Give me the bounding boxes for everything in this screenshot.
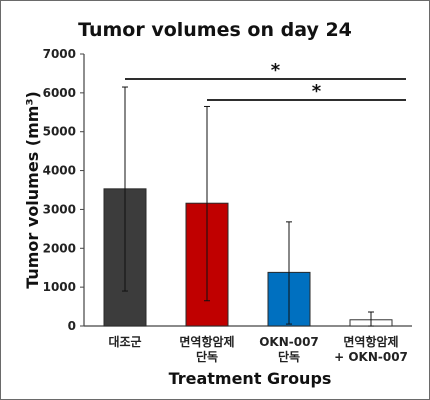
x-tick-labels: 대조군 면역항암제 단독 OKN-007 단독 면역항암제 + OKN-007 xyxy=(108,334,407,364)
x-tick-label: 대조군 xyxy=(108,335,141,349)
y-tick-label: 6000 xyxy=(43,86,76,100)
significance-markers: ** xyxy=(125,60,406,102)
error-bars xyxy=(122,86,374,327)
y-axis: 0 1000 2000 3000 4000 5000 6000 7000 xyxy=(43,47,412,333)
y-tick-label: 3000 xyxy=(43,202,76,216)
y-axis-label: Tumor volumes (mm³) xyxy=(23,91,42,289)
significance-star: * xyxy=(312,81,322,102)
y-tick-label: 4000 xyxy=(43,164,76,178)
significance-star: * xyxy=(271,60,281,81)
y-tick-label: 7000 xyxy=(43,47,76,61)
bars xyxy=(103,188,393,327)
x-tick-label: OKN-007 단독 xyxy=(259,335,319,364)
x-axis-label: Treatment Groups xyxy=(169,369,332,388)
chart-title: Tumor volumes on day 24 xyxy=(78,19,352,41)
y-tick-label: 0 xyxy=(68,319,76,333)
x-tick-label: 면역항암제 단독 xyxy=(179,334,234,364)
y-tick-label: 2000 xyxy=(43,241,76,255)
y-tick-label: 5000 xyxy=(43,125,76,139)
y-tick-label: 1000 xyxy=(43,280,76,294)
x-tick-label: 면역항암제 + OKN-007 xyxy=(334,334,408,364)
